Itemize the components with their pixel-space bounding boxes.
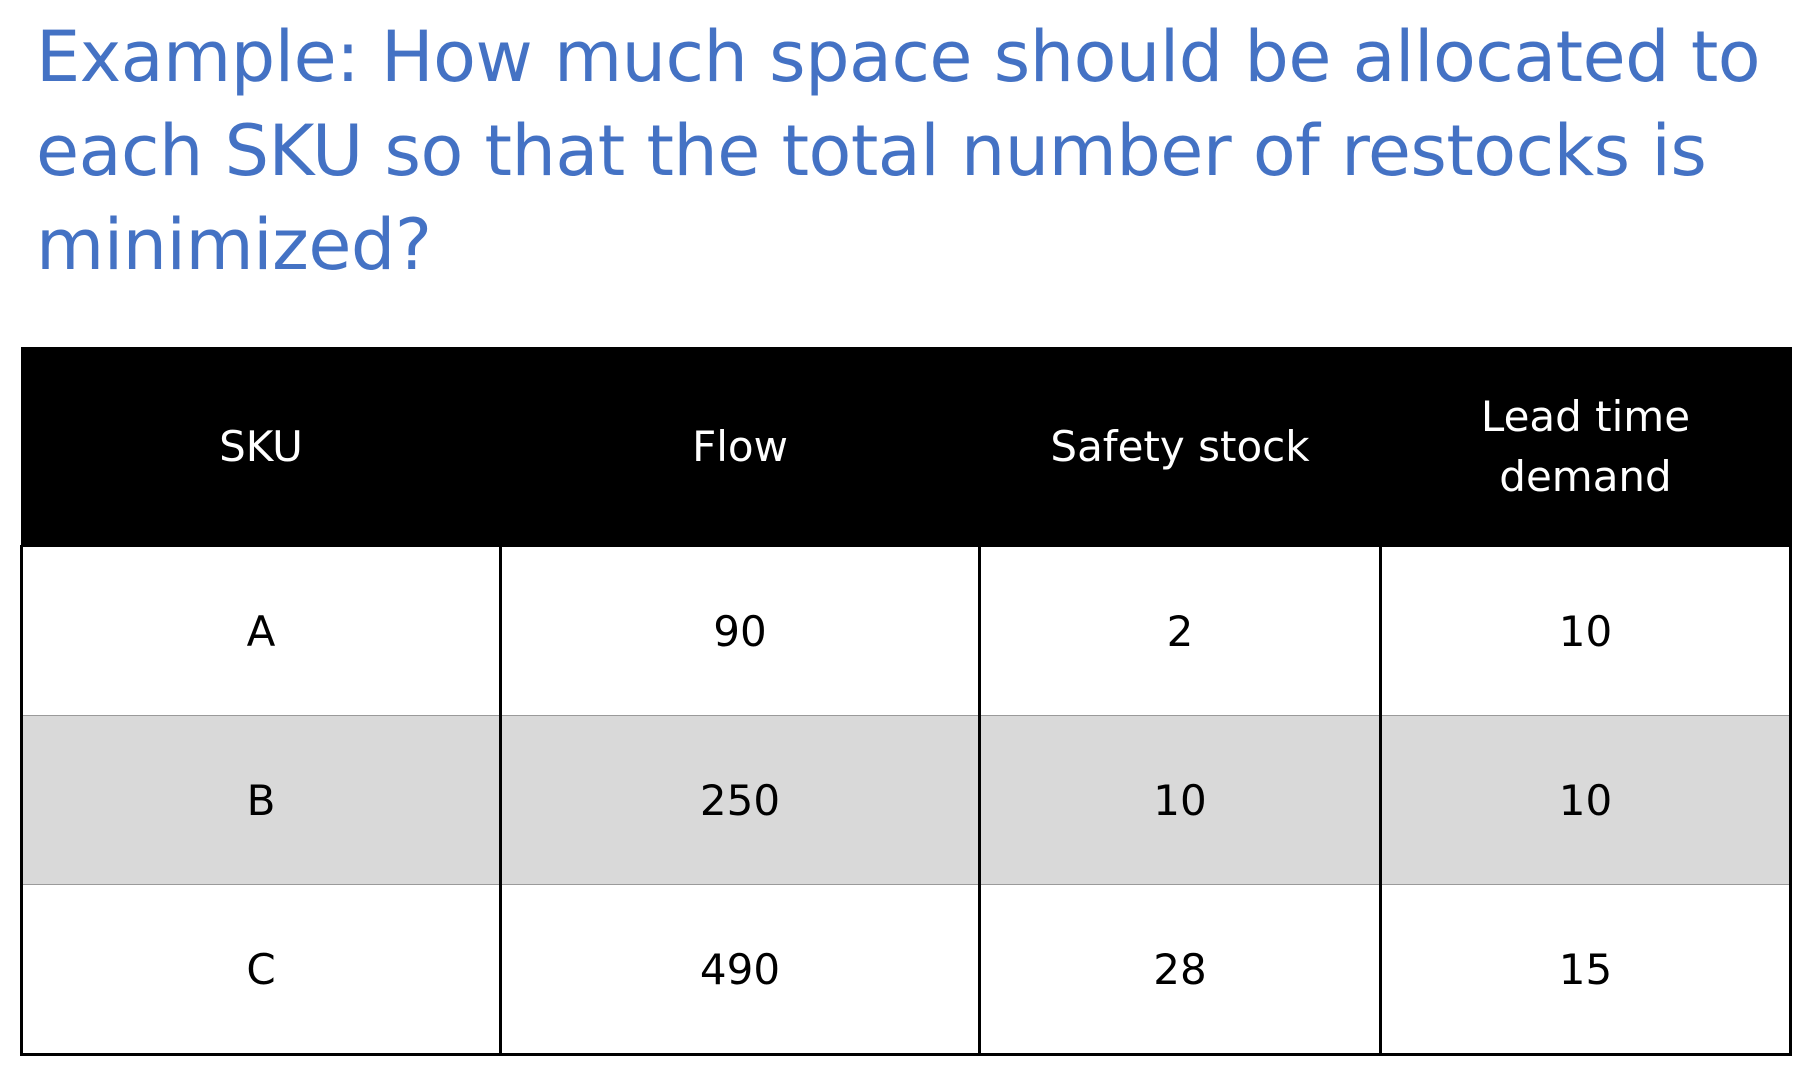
header-safety-stock: Safety stock [978,347,1382,547]
slide-title: Example: How much space should be alloca… [36,16,1761,286]
cell-safety-stock: 2 [978,546,1382,716]
cell-sku: B [20,715,502,885]
header-flow: Flow [499,347,981,547]
cell-sku: C [20,884,502,1056]
sku-data-table: SKU Flow Safety stock Lead time demand A… [20,347,1792,1056]
header-sku: SKU [20,347,502,547]
cell-safety-stock: 10 [978,715,1382,885]
cell-flow: 250 [499,715,981,885]
cell-safety-stock: 28 [978,884,1382,1056]
header-lead-time-demand-line2: demand [1499,452,1672,501]
cell-lead-time-demand: 10 [1379,546,1792,716]
table-row: B 250 10 10 [20,715,1792,885]
table-row: A 90 2 10 [20,546,1792,716]
cell-lead-time-demand: 10 [1379,715,1792,885]
cell-lead-time-demand: 15 [1379,884,1792,1056]
cell-flow: 90 [499,546,981,716]
header-lead-time-demand-line1: Lead time [1480,392,1691,441]
cell-sku: A [20,546,502,716]
cell-flow: 490 [499,884,981,1056]
header-lead-time-demand: Lead time demand [1379,347,1792,547]
table-row: C 490 28 15 [20,884,1792,1056]
table-header-row: SKU Flow Safety stock Lead time demand [20,347,1792,547]
